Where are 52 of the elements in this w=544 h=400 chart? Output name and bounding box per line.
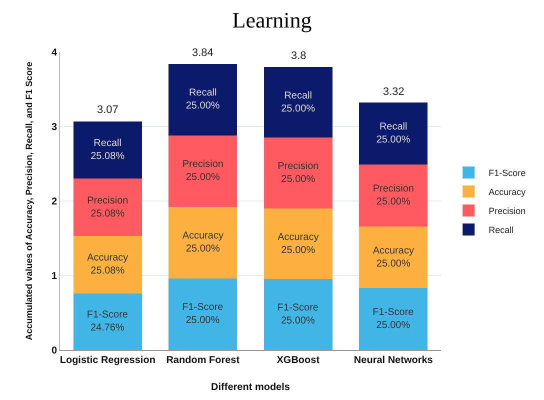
bar <box>264 66 332 138</box>
data-label: Precision 25.00% <box>278 161 319 186</box>
total-label: 3.07 <box>97 104 118 116</box>
data-label: Recall 25.00% <box>186 88 220 112</box>
data-label: Recall 25.00% <box>281 90 316 114</box>
legend-label: F1-Score <box>488 168 526 178</box>
y-tick-label: 0 <box>51 346 58 356</box>
bar <box>168 206 238 278</box>
data-label: Accuracy 25.00% <box>372 245 414 270</box>
total-label: 3.32 <box>383 86 404 98</box>
bar <box>359 102 428 164</box>
data-label: Precision 25.00% <box>372 183 414 208</box>
data-label: Recall 25.08% <box>90 138 125 162</box>
bar <box>359 288 428 350</box>
bar <box>264 208 332 280</box>
bar <box>168 64 238 136</box>
legend-label: Precision <box>488 206 526 216</box>
bar <box>168 135 238 207</box>
bar <box>359 226 428 288</box>
data-label: Recall 25.00% <box>376 122 410 146</box>
x-axis-title: Different models <box>211 382 290 393</box>
data-label: Precision 25.00% <box>182 159 224 184</box>
x-tick-label: Random Forest <box>166 355 240 366</box>
x-tick-label: Logistic Regression <box>60 355 156 366</box>
data-label: F1-Score 25.00% <box>277 302 319 327</box>
y-axis-title: Accumulated values of Accuracy, Precision, Recall, and F1 Score <box>24 62 34 340</box>
x-tick-label: XGBoost <box>276 355 320 366</box>
y-tick-label: 4 <box>51 48 58 58</box>
total-label: 3.8 <box>291 50 306 62</box>
data-label: F1-Score 25.00% <box>372 307 414 332</box>
bar <box>73 121 142 179</box>
bar <box>73 236 142 294</box>
legend-label: Accuracy <box>488 187 526 198</box>
y-tick-label: 2 <box>51 196 58 208</box>
data-label: F1-Score 25.00% <box>182 302 224 326</box>
chart-title: Learning <box>232 7 312 32</box>
y-tick-label: 3 <box>51 122 58 133</box>
bar <box>264 279 332 350</box>
bar <box>73 178 142 236</box>
bar <box>168 278 238 350</box>
data-label: Accuracy 25.00% <box>278 232 319 256</box>
data-label: Accuracy 25.00% <box>182 230 224 255</box>
bar <box>359 164 428 226</box>
data-label: Accuracy 25.08% <box>87 252 128 277</box>
bar <box>264 138 332 208</box>
legend-label: Recall <box>488 225 514 236</box>
bar <box>73 293 142 350</box>
total-label: 3.84 <box>192 47 214 59</box>
data-label: Precision 25.08% <box>87 195 128 220</box>
y-tick-label: 1 <box>51 271 58 282</box>
data-label: F1-Score 24.76% <box>86 310 128 334</box>
x-tick-label: Neural Networks <box>354 355 434 366</box>
